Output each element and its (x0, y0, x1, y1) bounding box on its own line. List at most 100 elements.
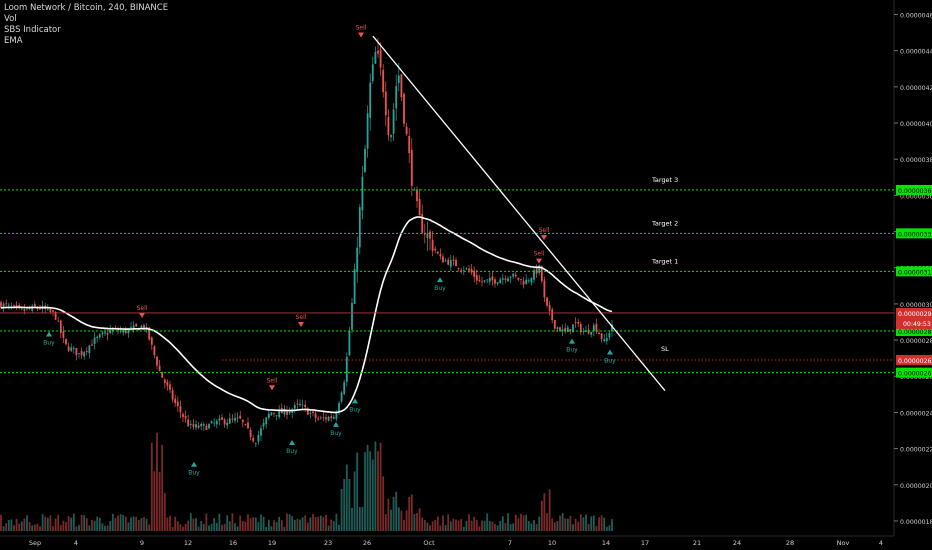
buy-signal-marker (352, 398, 358, 404)
volume-bar (299, 519, 301, 531)
volume-bar (202, 524, 205, 531)
candle-body (54, 312, 57, 320)
x-tick-label: 4 (74, 539, 78, 547)
volume-bar (351, 507, 353, 531)
x-tick-label: 24 (733, 539, 741, 547)
candle-body (377, 50, 379, 54)
candle-body (88, 345, 91, 354)
volume-bar (468, 514, 470, 531)
x-tick-label: 7 (508, 539, 512, 547)
volume-bar (546, 513, 548, 531)
candle-body (163, 379, 166, 384)
volume-bar (130, 517, 132, 531)
volume-bar (221, 524, 223, 531)
volume-bar (309, 517, 312, 531)
volume-bar (70, 517, 73, 531)
volume-bar (325, 514, 327, 531)
candle-body (559, 327, 561, 332)
buy-signal-marker (191, 461, 197, 467)
candle-body (96, 336, 99, 339)
volume-bar (353, 471, 356, 531)
volume-bar (288, 514, 291, 531)
volume-bar (85, 518, 88, 531)
volume-bar (423, 519, 426, 531)
volume-bar (486, 513, 489, 531)
volume-bar (595, 526, 598, 531)
candle-body (153, 346, 156, 356)
candle-body (319, 417, 322, 419)
volume-bar (140, 518, 143, 531)
candle-body (392, 109, 395, 134)
candle-body (317, 418, 320, 420)
buy-signal-label: Buy (434, 285, 446, 292)
candle-body (369, 82, 372, 118)
volume-bar (338, 524, 340, 531)
candle-body (18, 305, 21, 308)
volume-bar (416, 513, 418, 531)
volume-bar (104, 525, 106, 531)
candle-body (192, 424, 195, 427)
indicator-vol[interactable]: Vol (4, 14, 17, 24)
volume-bar (413, 513, 416, 531)
volume-bar (605, 526, 608, 531)
volume-bar (465, 520, 468, 531)
candle-body (182, 414, 184, 417)
ema-line (0, 216, 613, 414)
candle-body (267, 413, 270, 418)
volume-bar (192, 518, 195, 531)
candle-body (26, 308, 28, 310)
candle-body (176, 401, 179, 407)
volume-bar (7, 519, 10, 531)
candle-body (244, 424, 247, 425)
candle-body (481, 281, 483, 283)
candle-body (247, 422, 249, 429)
candle-body (257, 435, 260, 442)
volume-bar (533, 520, 535, 531)
volume-bar (608, 525, 611, 531)
volume-bar (59, 525, 62, 531)
buy-signal-label: Buy (188, 470, 200, 477)
candle-body (509, 276, 512, 278)
candle-body (80, 350, 83, 356)
volume-bar (397, 507, 400, 531)
volume-bar (179, 524, 182, 531)
candle-body (483, 280, 486, 282)
volume-bar (356, 452, 359, 531)
candle-body (202, 424, 205, 426)
volume-bar (572, 524, 574, 531)
volume-bar (101, 523, 104, 531)
candle-body (335, 412, 338, 420)
volume-bar (15, 518, 18, 531)
volume-bar (252, 517, 255, 531)
buy-signal-marker (569, 338, 575, 344)
candle-body (306, 408, 309, 415)
volume-bar (169, 515, 171, 531)
candle-body (273, 413, 275, 414)
candle-body (278, 409, 281, 418)
candle-body (338, 403, 340, 413)
candle-body (78, 352, 80, 354)
candle-body (239, 415, 242, 419)
candle-body (265, 417, 268, 425)
candle-body (527, 280, 530, 282)
sell-signal-marker (358, 32, 364, 38)
candle-body (436, 251, 439, 254)
volume-bar (156, 432, 158, 531)
indicator-sbs[interactable]: SBS Indicator (4, 25, 61, 35)
volume-bar (65, 521, 67, 531)
candle-body (327, 416, 330, 421)
candle-body (405, 126, 408, 135)
volume-bar (556, 521, 559, 531)
volume-bar (161, 444, 164, 531)
volume-bar (20, 521, 23, 531)
volume-bar (494, 524, 496, 531)
volume-bar (387, 498, 390, 531)
volume-bar (96, 516, 99, 531)
candle-body (582, 331, 585, 333)
candle-body (7, 304, 10, 306)
volume-bar (187, 520, 190, 531)
indicator-ema[interactable]: EMA (4, 36, 23, 46)
